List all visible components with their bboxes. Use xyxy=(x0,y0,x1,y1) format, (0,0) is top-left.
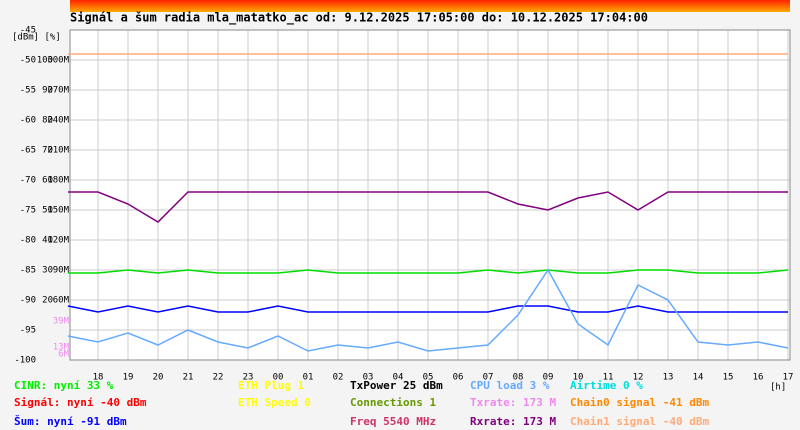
y3-tick-label: 210M xyxy=(47,146,69,156)
y2-tick-label: 20 xyxy=(42,296,53,306)
series-line xyxy=(67,305,788,313)
y2-tick-label: 90 xyxy=(42,86,53,96)
y3-tick-label: 150M xyxy=(47,206,69,216)
legend-entry: Airtime 0 % xyxy=(570,379,643,392)
legend-entry: Signál: nyní -40 dBm xyxy=(14,396,147,409)
x-tick-label: 00 xyxy=(273,373,284,383)
x-tick-label: 21 xyxy=(183,373,194,383)
x-tick-label: 02 xyxy=(333,373,344,383)
legend-entry: Rxrate: 173 M xyxy=(470,415,556,428)
legend-entry: Connections 1 xyxy=(350,396,436,409)
x-tick-label: 17 xyxy=(783,373,794,383)
y2-tick-label: 50 xyxy=(42,206,53,216)
y3-tick-label: 180M xyxy=(47,176,69,186)
x-tick-label: 03 xyxy=(363,373,374,383)
legend-entry: Chain0 signal -41 dBm xyxy=(570,396,709,409)
y3-annotation: 13M xyxy=(53,343,70,353)
y2-tick-label: 100 xyxy=(37,56,53,66)
legend-entry: CINR: nyní 33 % xyxy=(14,379,114,392)
y2-tick-label: 60 xyxy=(42,176,53,186)
y3-tick-label: 240M xyxy=(47,116,69,126)
x-tick-label: 11 xyxy=(603,373,614,383)
series-line xyxy=(67,268,789,352)
x-tick-label: 19 xyxy=(123,373,134,383)
legend-entry: ETH Plug 1 xyxy=(238,379,305,392)
legend-entry: Txrate: 173 M xyxy=(470,396,556,409)
y-tick-label: -60 xyxy=(20,116,36,126)
x-tick-label: 13 xyxy=(663,373,674,383)
x-tick-label: 05 xyxy=(423,373,434,383)
y3-tick-label: 90M xyxy=(53,266,70,276)
x-tick-label: 06 xyxy=(453,373,464,383)
y3-tick-label: 270M xyxy=(47,86,69,96)
axis-header: [dBm] [%] xyxy=(12,33,61,43)
x-tick-label: 14 xyxy=(693,373,704,383)
legend-entry: Chain1 signal -40 dBm xyxy=(570,415,709,428)
y-tick-label: -70 xyxy=(20,176,36,186)
y3-annotation: 6M xyxy=(58,350,69,360)
y-tick-label: -80 xyxy=(20,236,36,246)
y3-tick-label: 60M xyxy=(53,296,70,306)
status-band xyxy=(70,0,790,12)
legend-entry: Freq 5540 MHz xyxy=(350,415,436,428)
x-tick-label: 12 xyxy=(633,373,644,383)
y2-tick-label: 40 xyxy=(42,236,53,246)
x-tick-label: 04 xyxy=(393,373,404,383)
y-tick-label: -55 xyxy=(20,86,36,96)
x-tick-label: 10 xyxy=(573,373,584,383)
x-tick-label: 22 xyxy=(213,373,224,383)
y-tick-label: -95 xyxy=(20,326,36,336)
series-line xyxy=(68,191,788,223)
series-line xyxy=(68,269,789,274)
y-tick-label: -75 xyxy=(20,206,36,216)
legend-entry: TxPower 25 dBm xyxy=(350,379,443,392)
legend-entry: ETH Speed 0 xyxy=(238,396,311,409)
legend-entry: CPU load 3 % xyxy=(470,379,550,392)
x-tick-label: 16 xyxy=(753,373,764,383)
y2-tick-label: 80 xyxy=(42,116,53,126)
legend-entry: Šum: nyní -91 dBm xyxy=(14,415,127,428)
x-tick-label: 15 xyxy=(723,373,734,383)
y2-tick-label: 30 xyxy=(42,266,53,276)
x-tick-label: 20 xyxy=(153,373,164,383)
x-unit: [h] xyxy=(770,383,786,393)
y-tick-label: -45 xyxy=(20,26,36,36)
y-tick-label: -90 xyxy=(20,296,36,306)
chart-title: Signál a šum radia mla_matatko_ac od: 9.… xyxy=(70,11,648,26)
x-tick-label: 18 xyxy=(93,373,104,383)
y-tick-label: -100 xyxy=(14,356,36,366)
plot-frame xyxy=(69,29,791,361)
y3-tick-label: 300M xyxy=(47,56,69,66)
y-tick-label: -85 xyxy=(20,266,36,276)
plot-area xyxy=(70,30,790,360)
y2-tick-label: 70 xyxy=(42,146,53,156)
x-tick-label: 09 xyxy=(543,373,554,383)
x-tick-label: 07 xyxy=(483,373,494,383)
y-tick-label: -50 xyxy=(20,56,36,66)
x-tick-label: 08 xyxy=(513,373,524,383)
x-tick-label: 23 xyxy=(243,373,254,383)
y-tick-label: -65 xyxy=(20,146,36,156)
y3-annotation: 39M xyxy=(53,317,70,327)
x-tick-label: 01 xyxy=(303,373,314,383)
y3-tick-label: 120M xyxy=(47,236,69,246)
